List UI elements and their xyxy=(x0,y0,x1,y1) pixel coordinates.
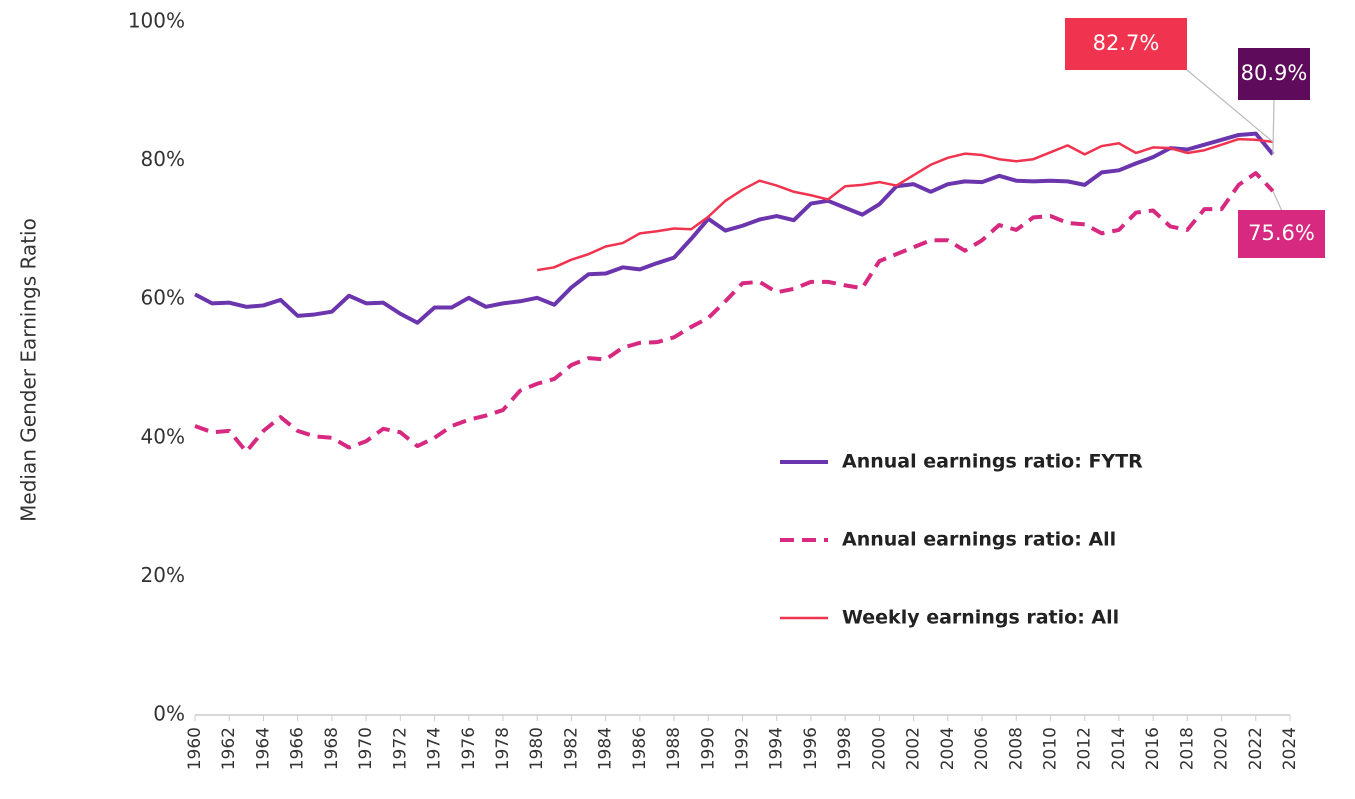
x-tick-label: 2016 xyxy=(1143,727,1163,770)
y-tick-label: 40% xyxy=(141,424,185,448)
legend-label: Annual earnings ratio: All xyxy=(842,529,1116,551)
x-tick-label: 1972 xyxy=(390,727,410,770)
x-tick-label: 2010 xyxy=(1040,727,1060,770)
x-tick-label: 2014 xyxy=(1109,727,1129,770)
x-tick-label: 1976 xyxy=(459,727,479,770)
series-line xyxy=(536,137,1274,272)
x-tick-label: 2008 xyxy=(1006,727,1026,770)
x-tick-label: 2018 xyxy=(1177,727,1197,770)
series-line xyxy=(194,171,1275,454)
annotation-box xyxy=(1065,18,1187,70)
x-tick-label: 2004 xyxy=(938,727,958,770)
x-tick-label: 1974 xyxy=(425,727,445,770)
x-tick-label: 2006 xyxy=(972,727,992,770)
x-tick-label: 1978 xyxy=(493,727,513,770)
legend-label: Weekly earnings ratio: All xyxy=(842,607,1119,629)
x-tick-label: 1990 xyxy=(698,727,718,770)
series-line xyxy=(194,131,1275,325)
y-axis-label: Median Gender Earnings Ratio xyxy=(17,218,41,522)
legend-label: Annual earnings ratio: FYTR xyxy=(842,451,1143,473)
leader-line xyxy=(1272,99,1275,155)
y-tick-label: 0% xyxy=(153,702,185,726)
annotation-box xyxy=(1238,48,1310,100)
y-tick-label: 100% xyxy=(128,9,185,33)
x-tick-label: 1964 xyxy=(253,727,273,770)
annotation-text: 80.9% xyxy=(1241,61,1308,85)
x-tick-label: 2002 xyxy=(904,727,924,770)
x-tick-label: 1988 xyxy=(664,727,684,770)
x-tick-label: 2012 xyxy=(1075,727,1095,770)
y-tick-label: 60% xyxy=(141,286,185,310)
x-tick-label: 2020 xyxy=(1212,727,1232,770)
y-tick-label: 80% xyxy=(141,147,185,171)
x-tick-label: 1970 xyxy=(356,727,376,770)
x-tick-label: 1984 xyxy=(596,727,616,770)
x-tick-label: 1986 xyxy=(630,727,650,770)
x-tick-label: 1982 xyxy=(561,727,581,770)
x-tick-label: 1994 xyxy=(767,727,787,770)
annotation-text: 75.6% xyxy=(1248,221,1315,245)
leader-line xyxy=(1186,69,1274,143)
x-tick-label: 1968 xyxy=(322,727,342,770)
x-tick-label: 1960 xyxy=(185,727,205,770)
y-tick-label: 20% xyxy=(141,563,185,587)
annotation-box xyxy=(1238,210,1325,258)
annotation-text: 82.7% xyxy=(1093,31,1160,55)
x-tick-label: 2000 xyxy=(869,727,889,770)
x-tick-label: 1962 xyxy=(219,727,239,770)
leader-line xyxy=(1272,190,1283,211)
x-tick-label: 1996 xyxy=(801,727,821,770)
x-tick-label: 2022 xyxy=(1246,727,1266,770)
x-tick-label: 1998 xyxy=(835,727,855,770)
x-tick-label: 1992 xyxy=(733,727,753,770)
x-tick-label: 1966 xyxy=(288,727,308,770)
x-tick-label: 1980 xyxy=(527,727,547,770)
x-tick-label: 2024 xyxy=(1280,727,1300,770)
